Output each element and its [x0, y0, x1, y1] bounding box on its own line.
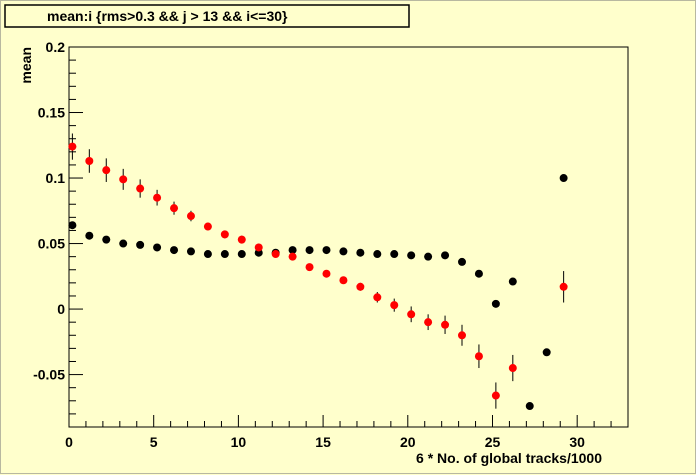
data-point: [322, 246, 331, 255]
y-axis-title: mean: [18, 47, 34, 84]
data-point: [186, 247, 195, 256]
data-point: [339, 247, 348, 256]
data-point: [136, 184, 145, 193]
data-point: [170, 204, 179, 213]
y-tick-label: -0.05: [33, 367, 65, 383]
data-point: [322, 269, 331, 278]
data-point: [254, 243, 263, 252]
title-box: [4, 4, 410, 28]
data-point: [424, 318, 433, 327]
x-tick-label: 15: [315, 434, 331, 450]
axes-layer: 0 5 10 15 20 25 30 -0.05 0 0.05 0.1 0.15 0.2: [33, 39, 629, 450]
x-tick-label: 10: [231, 434, 247, 450]
data-point: [390, 250, 399, 259]
data-point: [457, 257, 466, 266]
y-tick-label: 0.1: [46, 170, 66, 186]
data-point: [153, 243, 162, 252]
data-point: [203, 222, 212, 231]
data-point: [119, 239, 128, 248]
series-1: [68, 133, 568, 409]
y-tick-label: 0.15: [38, 105, 65, 121]
data-point: [491, 299, 500, 308]
data-point: [153, 193, 162, 202]
data-point: [474, 352, 483, 361]
data-point: [542, 348, 551, 357]
data-point: [119, 175, 128, 184]
data-point: [68, 142, 77, 151]
data-point: [441, 251, 450, 260]
data-point: [339, 276, 348, 285]
data-point: [271, 250, 280, 259]
data-point: [102, 235, 111, 244]
data-point: [491, 391, 500, 400]
data-point: [237, 250, 246, 259]
y-tick-label: 0: [57, 301, 65, 317]
data-point: [170, 246, 179, 255]
x-tick-label: 5: [150, 434, 158, 450]
series-0: [68, 174, 568, 411]
data-point: [356, 282, 365, 291]
data-point: [373, 293, 382, 302]
data-point: [220, 230, 229, 239]
data-point: [559, 282, 568, 291]
data-point: [424, 252, 433, 261]
data-point: [237, 235, 246, 244]
data-point: [373, 250, 382, 259]
y-tick-label: 0.2: [46, 39, 66, 55]
data-point: [474, 269, 483, 278]
x-tick-label: 20: [400, 434, 416, 450]
data-point: [203, 250, 212, 259]
x-axis-title: 6 * No. of global tracks/1000: [416, 450, 602, 466]
data-point: [407, 310, 416, 319]
data-point: [356, 248, 365, 257]
data-point: [508, 277, 517, 286]
data-point: [68, 221, 77, 230]
data-point: [220, 250, 229, 259]
data-point: [186, 212, 195, 221]
data-point: [136, 240, 145, 249]
marks-layer: [68, 133, 568, 411]
y-tick-label: 0.05: [38, 236, 65, 252]
data-point: [85, 157, 94, 165]
data-point: [390, 301, 399, 310]
data-point: [102, 166, 111, 175]
chart-title: mean:i {rms>0.3 && j > 13 && i<=30}: [47, 8, 288, 24]
data-point: [508, 364, 517, 373]
data-point: [85, 231, 94, 240]
x-tick-label: 0: [65, 434, 73, 450]
x-tick-label: 25: [485, 434, 501, 450]
data-point: [559, 174, 568, 183]
data-point: [305, 246, 314, 255]
data-point: [525, 402, 534, 411]
data-point: [407, 251, 416, 260]
data-point: [441, 320, 450, 329]
data-point: [288, 246, 297, 255]
plot-frame: [68, 46, 629, 428]
data-point: [457, 331, 466, 340]
data-point: [288, 252, 297, 261]
x-tick-label: 30: [569, 434, 585, 450]
data-point: [305, 263, 314, 272]
